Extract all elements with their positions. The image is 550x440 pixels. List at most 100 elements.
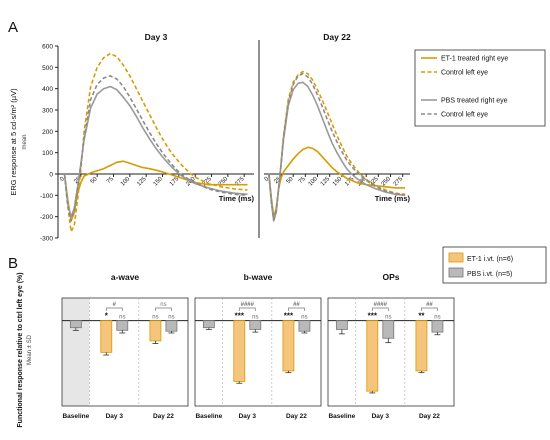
subchart-frame (61, 297, 189, 407)
legend-label-a: PBS treated right eye (441, 98, 508, 105)
bar (366, 320, 379, 392)
bar (165, 320, 178, 332)
significance-label: * (105, 312, 109, 321)
legend-b: ET-1 i.vt. (n=6) PBS i.vt. (n=5) (442, 246, 547, 284)
plot-title: Day 3 (145, 32, 168, 42)
legend-label-a: ET-1 treated right eye (441, 56, 508, 63)
y-tick-label-a: 400 (42, 86, 53, 93)
x-axis-label: Time (ms) (375, 194, 411, 203)
bar-subchart-0: a-wave Baseline Day 3 Day 22 * ns ns ns # ns (61, 272, 189, 420)
significance-label: ns (434, 315, 440, 321)
x-tick-label: 75 (106, 176, 115, 185)
x-tick-label: 225 (202, 176, 214, 188)
x-tick-label: 150 (153, 176, 165, 188)
group-label: Baseline (62, 413, 89, 420)
significance-label: *** (235, 312, 245, 321)
significance-label: *** (368, 312, 378, 321)
subchart-frame (194, 297, 322, 407)
x-tick-label: 125 (320, 176, 332, 188)
line-plot-0: Day 30 25 50 75 100 125 150 175 200 225 250 275Time… (58, 32, 255, 233)
y-tick-label-a: 300 (42, 108, 53, 115)
group-label: Day 3 (106, 413, 124, 420)
y-tick-label-a: 500 (42, 65, 53, 72)
significance-label: ns (301, 315, 307, 321)
x-tick-label: 50 (286, 176, 295, 185)
significance-bracket (238, 307, 256, 311)
bar (249, 320, 262, 330)
y-axis-label-b: Functional response relative to ctrl lef… (17, 272, 24, 427)
panel-label-b: B (8, 255, 18, 272)
line-plot-1: Day 220 25 50 75 100 125 150 175 200 225 250 275Tim… (264, 32, 411, 222)
significance-label: ns (168, 315, 174, 321)
x-tick-label: 0 (59, 176, 66, 183)
significance-bracket (421, 307, 438, 311)
x-axis-label: Time (ms) (219, 194, 255, 203)
group-label: Day 3 (372, 413, 390, 420)
y-tick-label-a: 0 (49, 172, 53, 179)
y-tick-label-a: -200 (40, 214, 53, 221)
group-label: Day 3 (239, 413, 257, 420)
bar (233, 320, 246, 382)
x-tick-label: 275 (393, 176, 405, 188)
bracket-label: # (113, 302, 117, 308)
plot-title: Day 22 (323, 32, 351, 42)
x-tick-label: 150 (332, 176, 344, 188)
x-tick-label: 0 (264, 176, 271, 183)
significance-label: ** (418, 312, 425, 321)
bar (298, 320, 311, 332)
y-axis-sublabel-a: mean (22, 134, 28, 149)
x-tick-label: 50 (90, 176, 99, 185)
legend-a: ET-1 treated right eye Control left eye PB… (414, 49, 546, 127)
x-tick-label: 100 (120, 176, 132, 188)
bar (415, 320, 428, 372)
bar (69, 320, 82, 329)
group-label: Day 22 (419, 413, 440, 420)
significance-bracket (371, 307, 389, 311)
significance-label: ns (119, 315, 125, 321)
x-tick-label: 175 (169, 176, 181, 188)
legend-label-b: ET-1 i.vt. (n=6) (467, 256, 513, 263)
significance-label: ns (385, 315, 391, 321)
bracket-label: ## (426, 302, 433, 308)
bracket-label: ## (293, 302, 300, 308)
x-tick-label: 75 (298, 176, 307, 185)
series-line-2 (268, 81, 406, 222)
x-tick-label: 125 (136, 176, 148, 188)
bar (100, 320, 113, 353)
panel-label-a: A (8, 19, 18, 36)
series-line-3 (268, 72, 406, 221)
bar (149, 320, 162, 342)
y-axis-label-a: ERG response at 5 cd·s/m² (µV) (9, 88, 18, 196)
bracket-label: #### (374, 302, 388, 308)
x-tick-label: 25 (273, 176, 282, 185)
group-label: Baseline (328, 413, 355, 420)
y-tick-label-a: 100 (42, 150, 53, 157)
bar (202, 320, 215, 329)
significance-label: *** (284, 312, 294, 321)
bar (335, 320, 348, 330)
subchart-title: a-wave (111, 272, 140, 282)
legend-swatch-b (448, 252, 464, 263)
x-tick-label: 275 (234, 176, 246, 188)
significance-bracket (288, 307, 305, 311)
baseline-shade (62, 298, 90, 406)
subchart-frame (327, 297, 455, 407)
panel-b-bar-charts: Functional response relative to ctrl lef… (17, 246, 547, 428)
y-tick-label-a: 200 (42, 129, 53, 136)
bar (116, 320, 129, 331)
significance-label: ns (252, 315, 258, 321)
legend-label-a: Control left eye (441, 112, 488, 119)
significance-label: ns (152, 315, 158, 321)
bar (382, 320, 395, 339)
group-label: Day 22 (153, 413, 174, 420)
y-axis-sublabel-b: Mean ± SD (27, 334, 33, 365)
legend-label-b: PBS i.vt. (n=5) (467, 271, 512, 278)
significance-bracket (155, 307, 172, 311)
y-tick-label-a: -300 (40, 236, 53, 243)
bar (431, 320, 444, 333)
x-tick-label: 100 (308, 176, 320, 188)
group-label: Day 22 (286, 413, 307, 420)
legend-label-a: Control left eye (441, 70, 488, 77)
